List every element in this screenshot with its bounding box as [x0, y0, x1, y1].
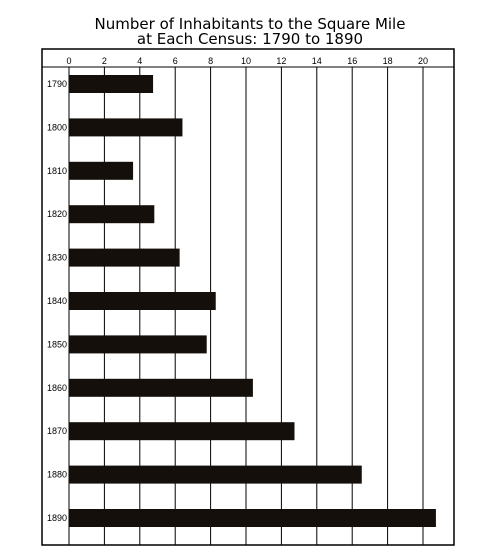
x-tick-label: 8 [208, 56, 213, 66]
category-label: 1850 [47, 339, 67, 349]
category-label: 1840 [47, 296, 67, 306]
x-tick-label: 0 [66, 56, 71, 66]
x-tick-label: 14 [312, 56, 322, 66]
category-label: 1860 [47, 383, 67, 393]
category-label: 1830 [47, 253, 67, 263]
bar-1820 [69, 205, 155, 224]
bar-1870 [69, 422, 295, 441]
category-label: 1790 [47, 79, 67, 89]
x-tick-label: 2 [102, 56, 107, 66]
x-tick-label: 4 [137, 56, 142, 66]
category-label: 1800 [47, 122, 67, 132]
bar-1890 [69, 509, 436, 527]
category-label: 1890 [47, 513, 67, 523]
bar-1860 [69, 378, 253, 397]
bar-1810 [69, 161, 134, 180]
x-tick-label: 20 [418, 56, 428, 66]
bar-1850 [69, 335, 207, 354]
category-label: 1880 [47, 470, 67, 480]
category-label: 1820 [47, 209, 67, 219]
chart-title: Number of Inhabitants to the Square Mile [94, 15, 406, 33]
chart-frame [41, 48, 455, 546]
bar-1840 [69, 292, 216, 310]
x-tick-label: 16 [347, 56, 357, 66]
chart-subtitle: at Each Census: 1790 to 1890 [136, 30, 364, 48]
bar-1830 [69, 248, 180, 267]
x-tick-label: 10 [241, 56, 251, 66]
bar-1790 [69, 75, 154, 93]
bar-1880 [69, 465, 362, 484]
category-label: 1810 [47, 166, 67, 176]
x-tick-label: 12 [276, 56, 286, 66]
bar-1800 [69, 118, 183, 137]
x-tick-label: 6 [173, 56, 178, 66]
x-tick-label: 18 [383, 56, 393, 66]
category-label: 1870 [47, 426, 67, 436]
